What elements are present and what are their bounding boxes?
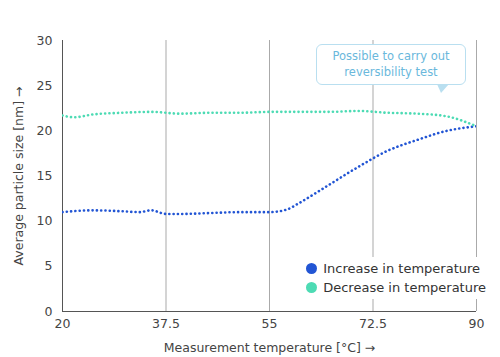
svg-text:20: 20 [55,316,71,331]
svg-text:Measurement temperature [°C] →: Measurement temperature [°C] → [164,340,376,355]
html-text:Possible to carry out reversib: Possible to carry out reversibility test [332,49,450,79]
svg-text:0: 0 [45,304,53,319]
svg-text:Average particle size [nm] →: Average particle size [nm] → [11,87,26,266]
svg-text:30: 30 [37,33,53,48]
svg-text:25: 25 [37,78,53,93]
svg-text:72.5: 72.5 [359,316,387,331]
html-text:Increase in temperature: Increase in temperature [323,261,481,276]
svg-text:15: 15 [37,168,53,183]
svg-text:37.5: 37.5 [152,316,180,331]
html-text:Decrease in temperature: Decrease in temperature [323,280,486,295]
svg-text:90: 90 [469,316,485,331]
svg-text:55: 55 [262,316,278,331]
svg-text:20: 20 [37,123,53,138]
svg-text:5: 5 [45,258,53,273]
svg-text:10: 10 [37,213,53,228]
